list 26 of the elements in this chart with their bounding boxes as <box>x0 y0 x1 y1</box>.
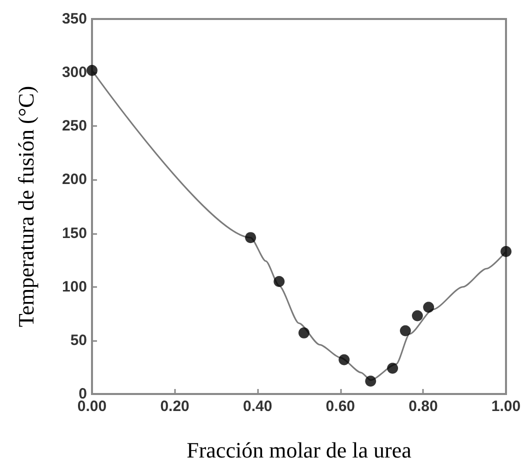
x-tick-label: 0.40 <box>243 398 272 415</box>
point <box>387 362 398 374</box>
y-tick-label: 300 <box>62 64 87 82</box>
x-axis-title: Fracción molar de la urea <box>186 438 412 462</box>
y-tick-label: 200 <box>62 171 87 188</box>
point <box>274 276 285 287</box>
x-tick-label: 0.20 <box>160 398 190 415</box>
x-tick-label: 1.00 <box>491 398 521 415</box>
point <box>86 64 98 76</box>
point <box>245 232 256 244</box>
x-tick-label: 0.00 <box>77 398 107 415</box>
x-tick-label: 0.80 <box>408 398 438 415</box>
point <box>423 302 434 313</box>
y-tick-label: 50 <box>70 332 87 349</box>
y-axis-title: Temperatura de fusión (°C) <box>14 86 38 328</box>
y-tick-label: 100 <box>62 278 87 296</box>
point <box>338 354 350 366</box>
point <box>500 246 512 257</box>
point <box>400 325 411 336</box>
x-tick-label: 0.60 <box>326 398 355 415</box>
point <box>365 376 376 387</box>
point <box>412 310 423 322</box>
y-tick-label: 150 <box>62 224 87 242</box>
y-tick-label: 350 <box>62 10 87 28</box>
y-tick-label: 250 <box>62 118 87 135</box>
point <box>298 327 310 338</box>
